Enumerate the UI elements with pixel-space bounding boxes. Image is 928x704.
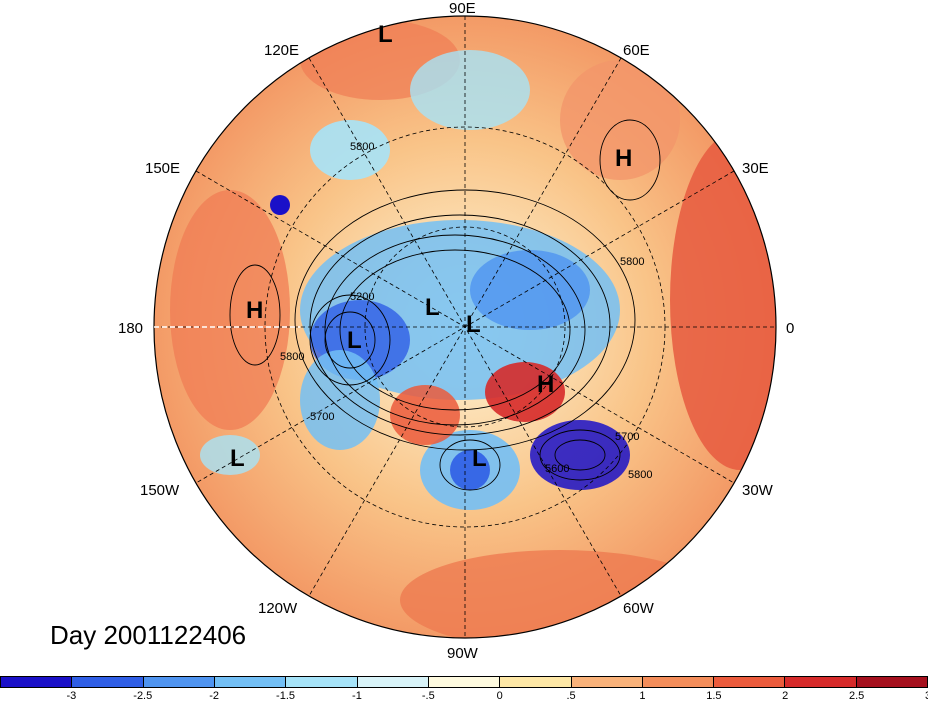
contour-label: 5800 [628, 469, 652, 481]
longitude-label: 180 [118, 320, 144, 337]
colorbar-swatch [785, 677, 857, 687]
colorbar-swatch [642, 677, 715, 687]
colorbar-swatch [1, 677, 73, 687]
colorbar-swatch [143, 677, 215, 687]
contour-label: 5200 [350, 291, 374, 303]
longitude-label: 60W [623, 600, 654, 617]
contour-label: 5700 [615, 431, 639, 443]
longitude-label: 120E [264, 42, 300, 59]
colorbar-swatch [856, 677, 928, 687]
longitude-label: 150W [140, 482, 180, 499]
pressure-system-label: L [472, 445, 487, 472]
colorbar-tick-label: 2.5 [848, 690, 865, 702]
pressure-system-label: L [425, 294, 440, 321]
pressure-system-label: L [378, 21, 393, 48]
colorbar-tick-label: .5 [566, 690, 576, 702]
contour-label: 5700 [310, 411, 334, 423]
colorbar-tick-label: -2 [209, 690, 220, 702]
colorbar-ticks: -3 -2.5 -2 -1.5 -1 -.5 0 .5 1 1.5 2 2.5 3 [0, 690, 928, 704]
colorbar-swatch [714, 677, 786, 687]
longitude-label: 0 [786, 320, 795, 337]
colorbar-swatch [72, 677, 144, 687]
longitude-label: 90E [449, 0, 476, 17]
contour-label: 5800 [280, 351, 304, 363]
longitude-label: 30E [742, 160, 769, 177]
map-title: Day 2001122406 [50, 620, 247, 650]
colorbar-tick-label: -3 [66, 690, 77, 702]
anomaly-field [154, 16, 776, 638]
pressure-system-label: H [615, 145, 632, 172]
colorbar-swatch [214, 677, 287, 687]
colorbar-swatch [357, 677, 429, 687]
pressure-system-label: L [466, 311, 481, 338]
longitude-label: 30W [742, 482, 773, 499]
longitude-label: 60E [623, 42, 650, 59]
pressure-system-label: L [230, 445, 245, 472]
pressure-system-label: H [537, 371, 554, 398]
longitude-label: 120W [258, 600, 298, 617]
pressure-system-label: H [246, 297, 263, 324]
colorbar-swatch [286, 677, 358, 687]
contour-label: 5600 [545, 463, 569, 475]
pressure-system-label: L [347, 327, 362, 354]
colorbar [0, 676, 928, 688]
contour-label: 5800 [620, 256, 644, 268]
colorbar-tick-label: -1 [352, 690, 362, 702]
colorbar-swatch [428, 677, 501, 687]
longitude-label: 150E [145, 160, 181, 177]
contour-label: 5800 [350, 141, 374, 153]
colorbar-tick-label: -2.5 [133, 690, 153, 702]
colorbar-tick-label: 2 [782, 690, 789, 702]
colorbar-tick-label: 3 [925, 690, 928, 702]
colorbar-swatch [571, 677, 643, 687]
colorbar-swatch [500, 677, 572, 687]
colorbar-tick-label: -.5 [421, 690, 435, 702]
colorbar-tick-label: 1 [639, 690, 646, 702]
longitude-label: 90W [447, 645, 478, 662]
colorbar-tick-label: 0 [496, 690, 503, 702]
colorbar-tick-label: -1.5 [276, 690, 296, 702]
colorbar-tick-label: 1.5 [706, 690, 722, 702]
